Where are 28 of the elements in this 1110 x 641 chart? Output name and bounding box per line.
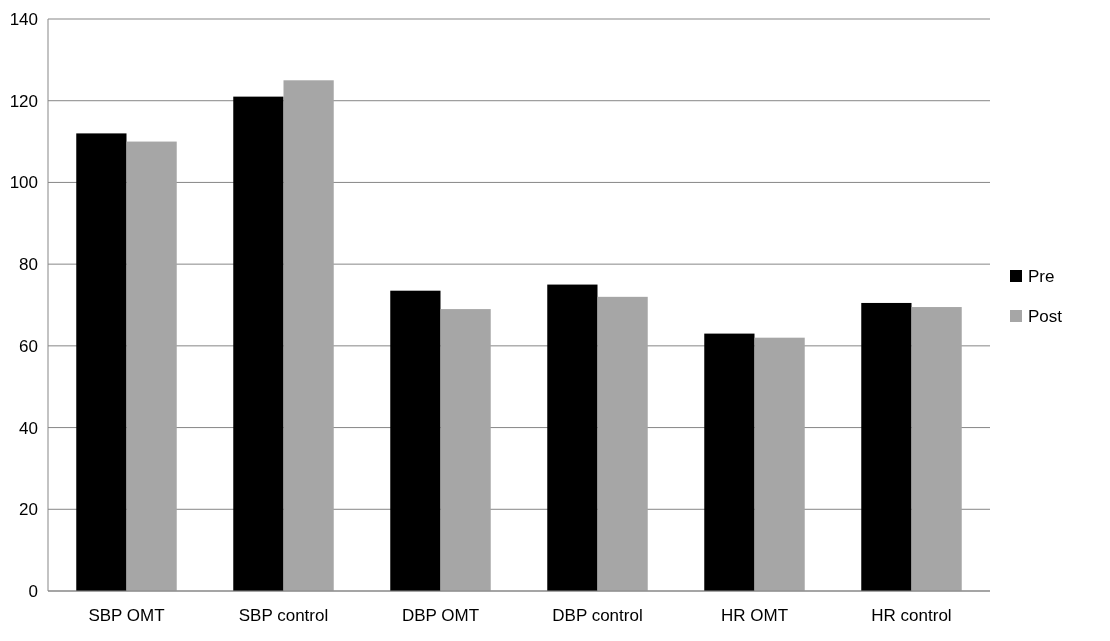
x-tick-label: HR control (871, 606, 952, 625)
x-tick-label: SBP control (238, 606, 329, 625)
x-tick-label: SBP OMT (88, 606, 165, 625)
y-tick-label: 60 (19, 336, 38, 356)
legend-label: Post (1028, 306, 1063, 326)
y-tick-label: 100 (9, 173, 38, 193)
bar (597, 296, 648, 591)
legend-label: Pre (1028, 266, 1055, 286)
y-tick-label: 120 (9, 91, 38, 111)
y-tick-label: 20 (19, 500, 38, 520)
bar (76, 133, 127, 591)
bar (704, 333, 755, 591)
bar (861, 302, 912, 591)
bar (126, 141, 177, 591)
y-tick-label: 140 (9, 9, 38, 29)
x-tick-label: DBP control (552, 606, 643, 625)
x-tick-label: HR OMT (720, 606, 789, 625)
y-tick-label: 0 (28, 581, 38, 601)
bar (390, 290, 441, 591)
x-tick-label: DBP OMT (401, 606, 480, 625)
bar (547, 284, 598, 591)
bar (754, 337, 805, 591)
bar (440, 309, 491, 591)
bar (283, 80, 334, 591)
y-tick-label: 40 (19, 418, 38, 438)
y-tick-label: 80 (19, 255, 38, 275)
bar (233, 96, 284, 591)
bar (911, 307, 962, 591)
